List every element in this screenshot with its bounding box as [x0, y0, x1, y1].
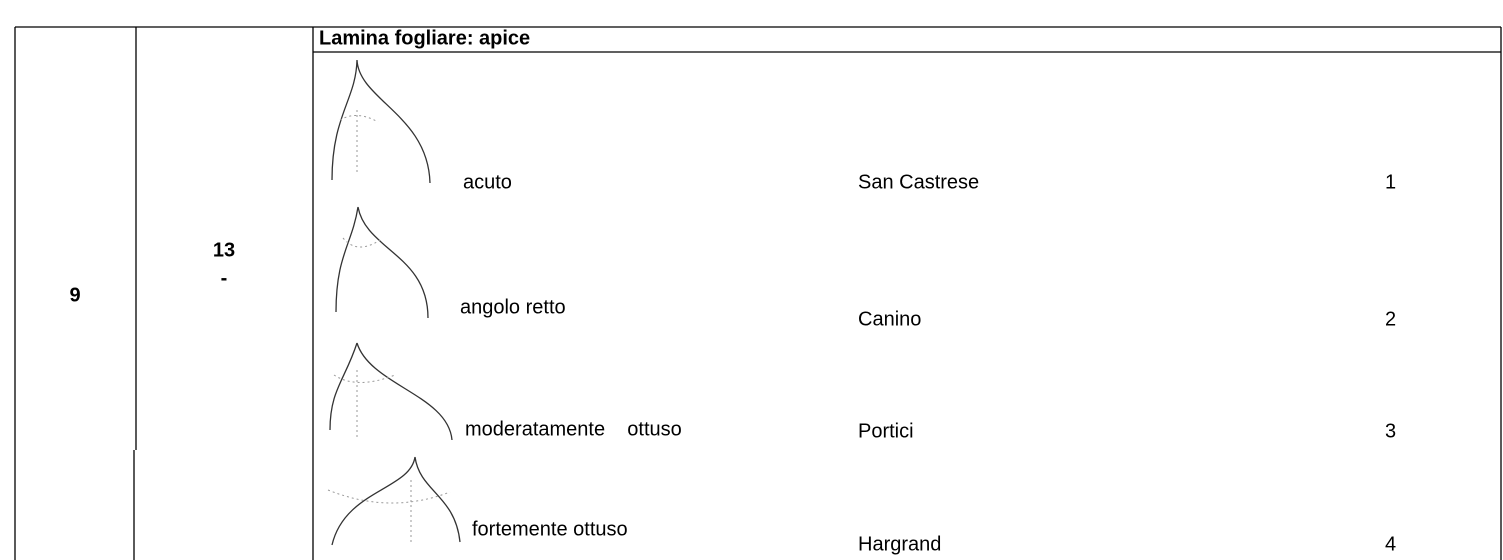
leaf-drawings — [327, 59, 461, 546]
label: acuto — [463, 171, 512, 193]
variety: Canino — [858, 308, 921, 330]
note: 2 — [1385, 308, 1396, 330]
note: 3 — [1385, 420, 1396, 442]
label: angolo retto — [460, 296, 566, 318]
table-borders — [14, 26, 1502, 560]
number: 9 — [69, 284, 80, 306]
label: fortemente ottuso — [472, 518, 628, 540]
code: 13 — [213, 239, 235, 261]
note: 4 — [1385, 533, 1396, 555]
heading: Lamina fogliare: apice — [319, 27, 530, 49]
variety: San Castrese — [858, 171, 979, 193]
label: moderatamente ottuso — [465, 418, 682, 440]
note: 1 — [1385, 171, 1396, 193]
dash: - — [221, 267, 228, 289]
variety: Hargrand — [858, 533, 941, 555]
variety: Portici — [858, 420, 914, 442]
